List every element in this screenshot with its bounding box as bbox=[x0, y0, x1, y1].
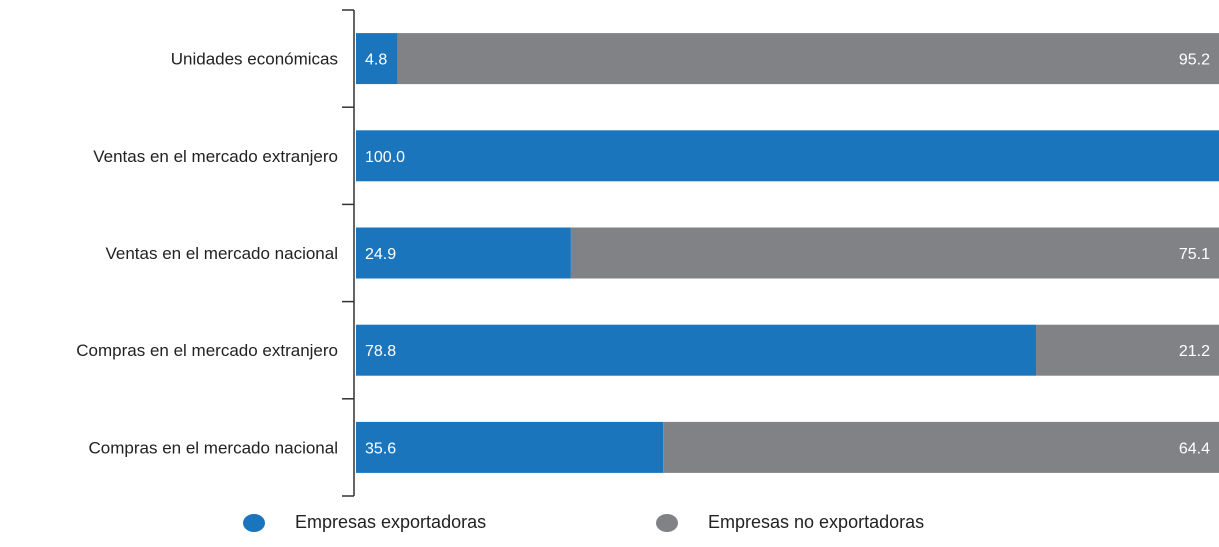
bar-no-exportadoras bbox=[570, 227, 1219, 279]
data-label-exportadoras: 100.0 bbox=[365, 149, 405, 166]
bar-no-exportadoras bbox=[663, 421, 1219, 473]
bar-exportadoras bbox=[356, 324, 1037, 376]
bar-no-exportadoras bbox=[397, 33, 1219, 85]
data-label-exportadoras: 24.9 bbox=[365, 246, 396, 263]
data-label-exportadoras: 78.8 bbox=[365, 343, 396, 360]
data-label-no-exportadoras: 64.4 bbox=[1179, 440, 1210, 457]
category-label: Ventas en el mercado nacional bbox=[106, 244, 339, 263]
data-label-exportadoras: 4.8 bbox=[365, 52, 387, 69]
legend-swatch-no-exportadoras bbox=[656, 513, 678, 532]
bars bbox=[356, 33, 1219, 473]
bar-exportadoras bbox=[356, 227, 571, 279]
category-axis bbox=[342, 9, 355, 497]
bar-no-exportadoras bbox=[1036, 324, 1219, 376]
legend-label-no-exportadoras: Empresas no exportadoras bbox=[708, 512, 925, 532]
legend-label-exportadoras: Empresas exportadoras bbox=[295, 512, 487, 532]
category-label: Compras en el mercado nacional bbox=[89, 438, 338, 457]
stacked-bar-chart: Unidades económicas 4.8 95.2 Ventas en el m… bbox=[76, 9, 1219, 497]
legend-swatch-exportadoras bbox=[243, 513, 265, 532]
legend-item-exportadoras: Empresas exportadoras bbox=[243, 512, 486, 533]
bar-exportadoras bbox=[356, 33, 398, 85]
category-label: Compras en el mercado extranjero bbox=[76, 341, 338, 360]
data-label-exportadoras: 35.6 bbox=[365, 440, 396, 457]
data-label-no-exportadoras: 75.1 bbox=[1179, 246, 1210, 263]
category-label: Ventas en el mercado extranjero bbox=[93, 147, 338, 166]
data-label-no-exportadoras: 21.2 bbox=[1179, 343, 1210, 360]
legend: Empresas exportadoras Empresas no export… bbox=[0, 512, 1219, 540]
bar-exportadoras bbox=[356, 130, 1219, 182]
bar-exportadoras bbox=[356, 421, 664, 473]
category-label: Unidades económicas bbox=[171, 50, 338, 69]
data-label-no-exportadoras: 95.2 bbox=[1179, 52, 1210, 69]
labels: Unidades económicas 4.8 95.2 Ventas en el m… bbox=[76, 50, 1210, 458]
legend-item-no-exportadoras: Empresas no exportadoras bbox=[656, 512, 924, 533]
